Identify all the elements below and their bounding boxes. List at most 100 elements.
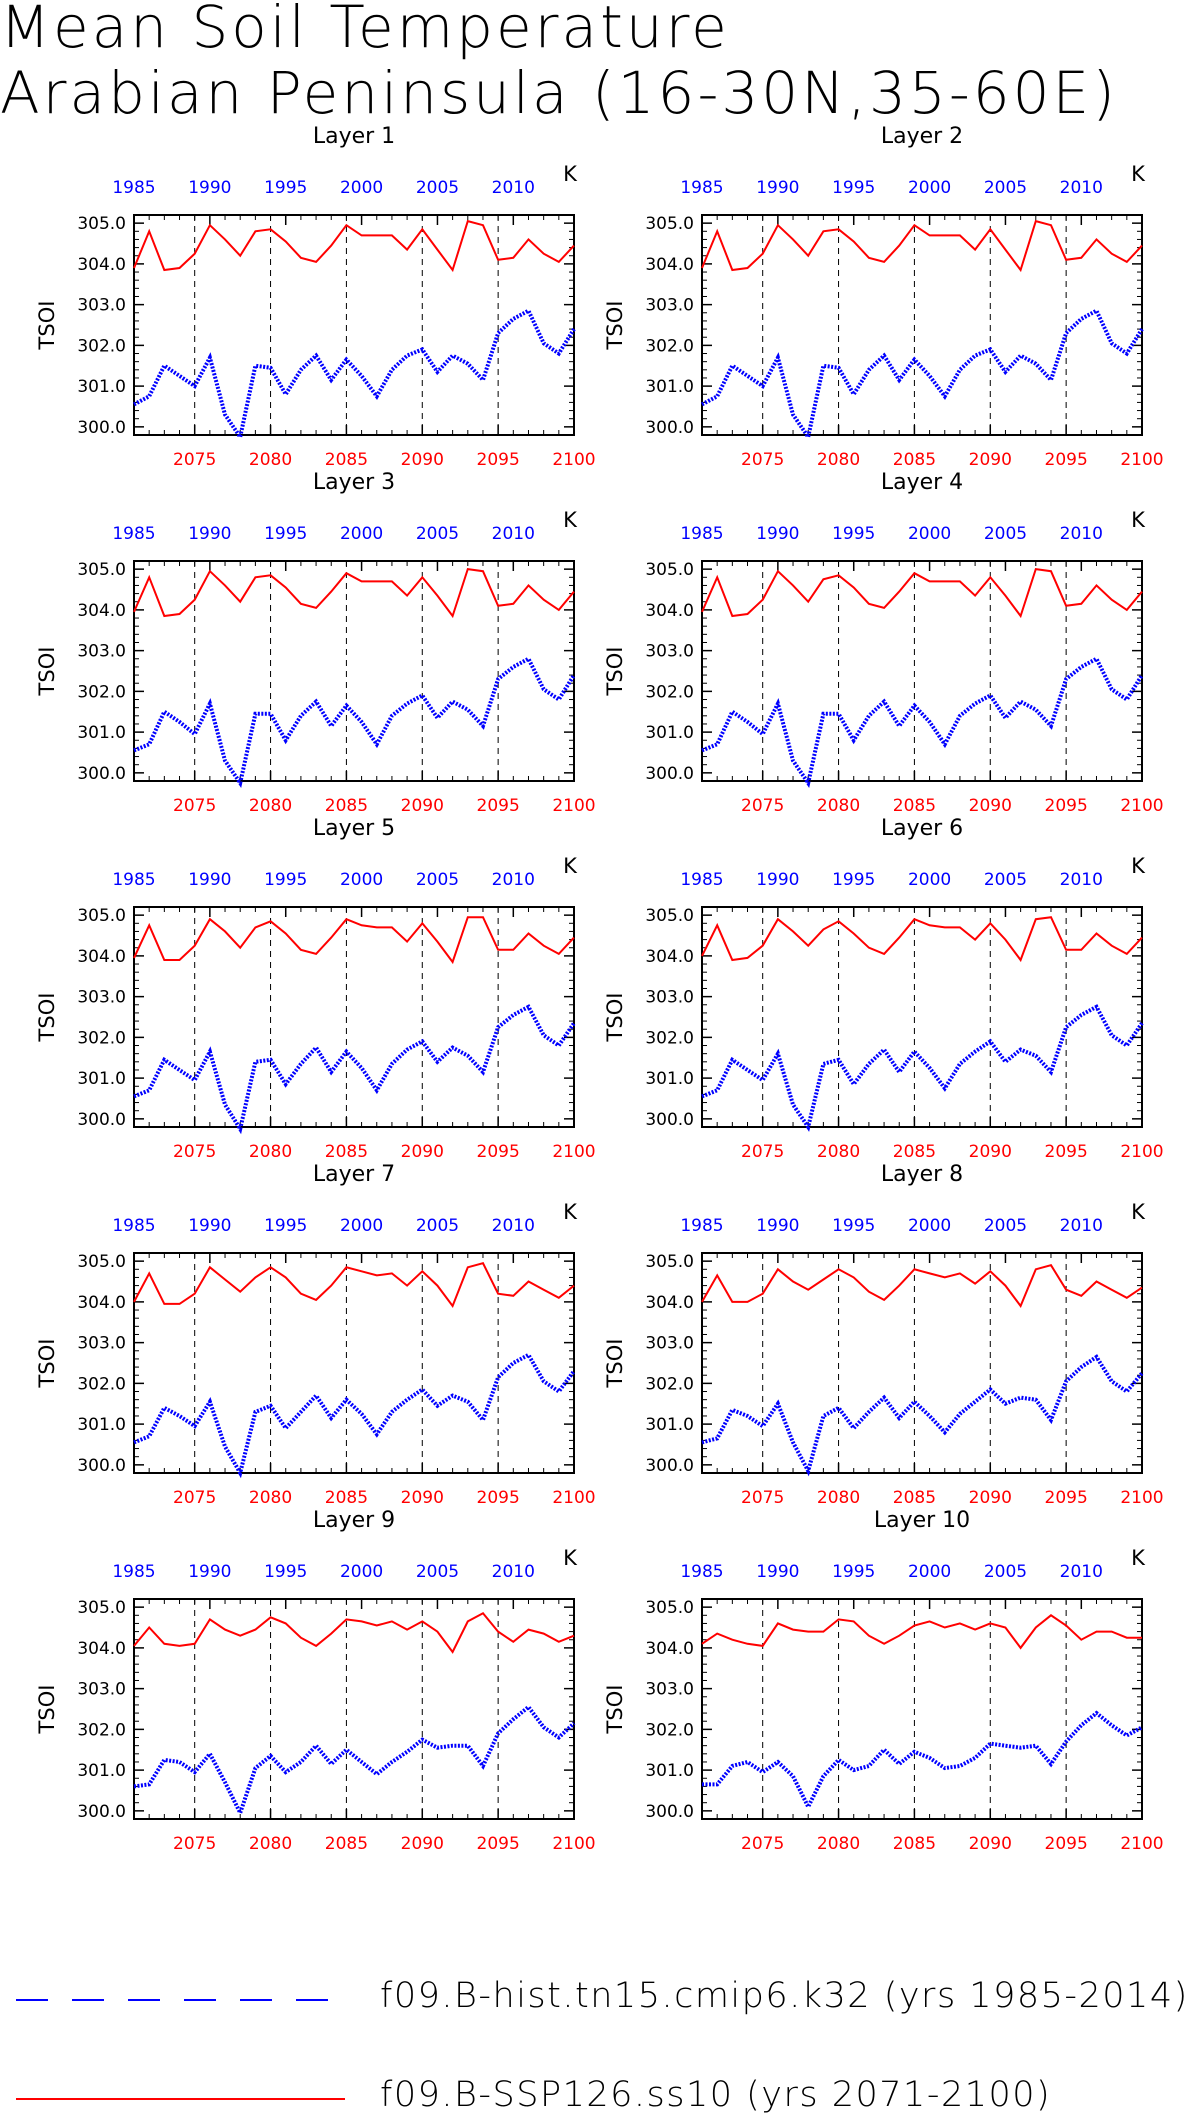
plot-frame <box>701 214 1143 436</box>
units-label: K <box>563 508 578 532</box>
y-tick-label: 305.0 <box>645 1598 694 1618</box>
x-tick-label: 2090 <box>969 450 1012 470</box>
x-tick-label: 2095 <box>1045 1142 1088 1162</box>
x-tick-label: 2090 <box>401 1142 444 1162</box>
top-tick-label: 1990 <box>188 178 231 198</box>
y-axis-label: TSOI <box>35 647 59 697</box>
y-tick-label: 300.0 <box>77 1456 126 1476</box>
plot-frame <box>701 906 1143 1128</box>
top-tick-label: 2000 <box>908 1562 951 1582</box>
y-tick-label: 304.0 <box>645 255 694 275</box>
plot-frame <box>701 1598 1143 1820</box>
top-tick-label: 2000 <box>340 1562 383 1582</box>
top-tick-label: 2005 <box>984 178 1027 198</box>
legend: f09.B-hist.tn15.cmip6.k32 (yrs 1985-2014… <box>0 1960 1198 2119</box>
x-tick-label: 2075 <box>741 450 784 470</box>
x-tick-label: 2100 <box>1120 1142 1163 1162</box>
y-tick-label: 300.0 <box>645 1456 694 1476</box>
top-tick-label: 1995 <box>832 1562 875 1582</box>
top-tick-label: 2010 <box>492 870 535 890</box>
top-tick-label: 1990 <box>188 1562 231 1582</box>
units-label: K <box>563 162 578 186</box>
x-tick-label: 2090 <box>401 1488 444 1508</box>
x-tick-label: 2100 <box>552 1142 595 1162</box>
top-tick-label: 1995 <box>832 178 875 198</box>
y-tick-label: 301.0 <box>77 723 126 743</box>
top-tick-label: 2005 <box>416 178 459 198</box>
plot-frame <box>133 214 575 436</box>
top-tick-label: 1995 <box>264 524 307 544</box>
x-tick-label: 2085 <box>893 1834 936 1854</box>
y-tick-label: 302.0 <box>645 336 694 356</box>
y-tick-label: 302.0 <box>645 1028 694 1048</box>
y-tick-label: 301.0 <box>645 723 694 743</box>
top-tick-label: 2005 <box>416 524 459 544</box>
x-tick-label: 2075 <box>173 1142 216 1162</box>
panel-title: Layer 7 <box>313 1162 395 1187</box>
y-axis-label: TSOI <box>35 1339 59 1389</box>
top-tick-label: 1990 <box>188 870 231 890</box>
x-tick-label: 2080 <box>249 1488 292 1508</box>
x-tick-label: 2075 <box>173 1834 216 1854</box>
top-tick-label: 1990 <box>188 1216 231 1236</box>
x-tick-label: 2075 <box>173 1488 216 1508</box>
top-tick-label: 1995 <box>264 1216 307 1236</box>
y-tick-label: 304.0 <box>645 1639 694 1659</box>
top-tick-label: 2000 <box>340 870 383 890</box>
units-label: K <box>1131 508 1146 532</box>
top-tick-label: 1985 <box>680 178 723 198</box>
series-hist-line <box>133 1352 576 1479</box>
y-axis-label: TSOI <box>603 993 627 1043</box>
chart-title: Mean Soil Temperature Arabian Peninsula … <box>0 0 1118 126</box>
top-tick-label: 1995 <box>264 1562 307 1582</box>
x-tick-label: 2085 <box>893 1142 936 1162</box>
y-tick-label: 305.0 <box>645 906 694 926</box>
plot-frame <box>133 1252 575 1474</box>
top-tick-label: 1990 <box>756 870 799 890</box>
top-tick-label: 1985 <box>112 870 155 890</box>
panel-title: Layer 6 <box>881 816 963 841</box>
y-tick-label: 303.0 <box>77 1334 126 1354</box>
x-tick-label: 2080 <box>817 450 860 470</box>
y-tick-label: 301.0 <box>77 1415 126 1435</box>
y-tick-label: 305.0 <box>77 1252 126 1272</box>
series-hist-line <box>133 307 576 443</box>
units-label: K <box>1131 854 1146 878</box>
top-tick-label: 2000 <box>340 178 383 198</box>
y-tick-label: 302.0 <box>77 336 126 356</box>
y-tick-label: 304.0 <box>645 947 694 967</box>
top-tick-label: 2010 <box>1060 1216 1103 1236</box>
x-tick-label: 2095 <box>477 1834 520 1854</box>
y-tick-label: 304.0 <box>77 601 126 621</box>
x-tick-label: 2085 <box>893 796 936 816</box>
top-tick-label: 1995 <box>832 524 875 544</box>
y-tick-label: 300.0 <box>645 1110 694 1130</box>
y-tick-label: 305.0 <box>77 560 126 580</box>
series-future-line <box>133 916 575 965</box>
y-tick-label: 300.0 <box>77 418 126 438</box>
y-tick-label: 301.0 <box>77 1761 126 1781</box>
series-hist-line <box>133 1704 576 1819</box>
x-tick-label: 2095 <box>477 1142 520 1162</box>
y-tick-label: 303.0 <box>77 1680 126 1700</box>
top-tick-label: 1985 <box>112 524 155 544</box>
top-tick-label: 2000 <box>340 1216 383 1236</box>
x-tick-label: 2095 <box>1045 1834 1088 1854</box>
top-tick-label: 2010 <box>1060 178 1103 198</box>
series-future-line <box>133 1612 575 1654</box>
top-tick-label: 2010 <box>1060 870 1103 890</box>
x-tick-label: 2100 <box>1120 796 1163 816</box>
units-label: K <box>1131 1546 1146 1570</box>
y-tick-label: 304.0 <box>77 947 126 967</box>
top-tick-label: 2010 <box>492 524 535 544</box>
y-tick-label: 300.0 <box>77 764 126 784</box>
x-tick-label: 2095 <box>1045 1488 1088 1508</box>
y-tick-label: 305.0 <box>77 906 126 926</box>
y-axis-label: TSOI <box>35 1685 59 1735</box>
series-future-line <box>133 1262 575 1309</box>
x-tick-label: 2085 <box>325 450 368 470</box>
top-tick-label: 2010 <box>1060 524 1103 544</box>
x-tick-label: 2085 <box>325 796 368 816</box>
x-tick-label: 2080 <box>817 1488 860 1508</box>
top-tick-label: 1990 <box>756 1216 799 1236</box>
